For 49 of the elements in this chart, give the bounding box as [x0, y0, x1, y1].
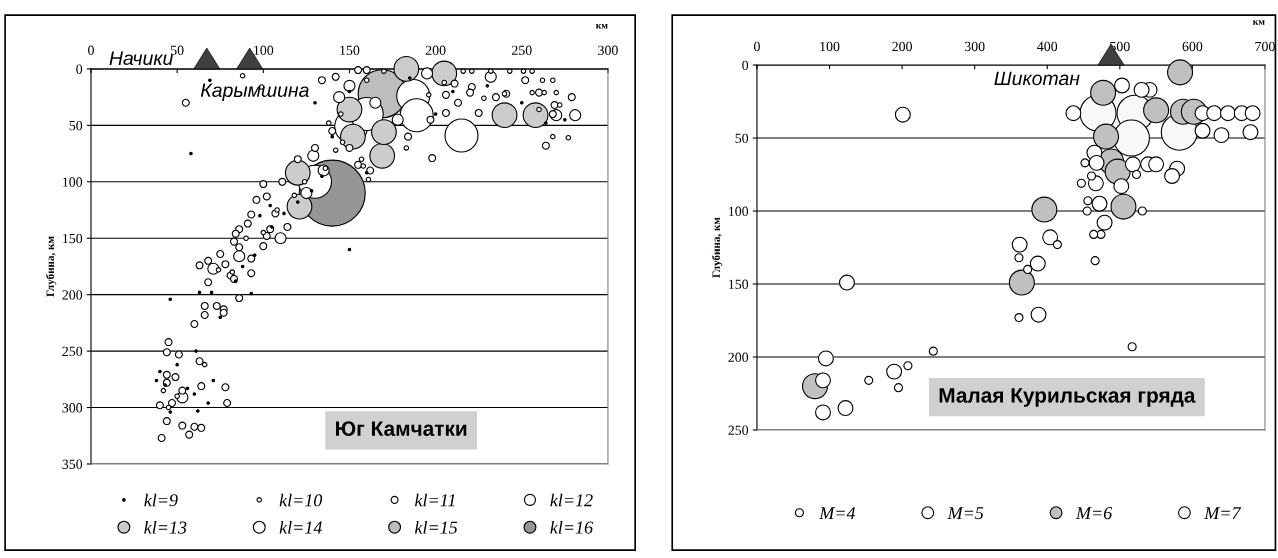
annotation: Шикотан: [994, 71, 1080, 86]
x-tick-label: 0: [754, 41, 760, 52]
x-tick-label: 250: [511, 45, 532, 55]
y-tick-label: 100: [63, 177, 83, 187]
y-tick-label: 300: [62, 403, 83, 413]
x-tick-label: 100: [820, 41, 840, 52]
y-tick-label: 200: [728, 352, 749, 362]
y-tick-label: 0: [742, 60, 749, 71]
legend-label: kl=10: [279, 493, 323, 507]
x-tick-label: 50: [171, 45, 184, 55]
y-tick-label: 200: [62, 290, 83, 300]
legend-label: M=5: [947, 507, 984, 520]
x-tick-label: 150: [340, 45, 360, 55]
y-tick-label: 100: [729, 206, 749, 216]
x-axis-title: км: [1252, 20, 1265, 25]
legend-label: kl=9: [144, 493, 178, 507]
y-tick-label: 250: [62, 346, 83, 357]
x-tick-label: 300: [598, 45, 618, 55]
legend-label: kl=13: [144, 520, 187, 534]
legend-label: kl=14: [279, 520, 322, 534]
x-tick-label: 200: [892, 41, 912, 52]
x-tick-label: 200: [425, 45, 446, 55]
y-tick-label: 0: [76, 64, 83, 74]
y-tick-label: 150: [729, 279, 749, 289]
x-axis-title: км: [595, 24, 608, 29]
x-tick-label: 600: [1182, 41, 1203, 52]
annotation: Малая Курильская гряда: [939, 388, 1196, 407]
legend-label: M=7: [1204, 507, 1242, 520]
x-tick-label: 300: [964, 41, 985, 52]
x-tick-label: 700: [1255, 41, 1275, 52]
y-axis-title: Глубина, км: [711, 217, 723, 278]
legend-label: M=4: [819, 507, 856, 520]
y-tick-label: 150: [63, 233, 83, 244]
legend-label: M=6: [1075, 507, 1113, 520]
y-tick-label: 350: [62, 459, 83, 469]
y-axis-title: Глубина, км: [45, 236, 57, 297]
text: Начики: [109, 51, 173, 66]
annotation: Карымшина: [200, 83, 309, 101]
y-tick-label: 250: [728, 425, 749, 435]
x-tick-label: 0: [88, 45, 94, 55]
legend-label: kl=11: [414, 493, 455, 507]
x-tick-label: 400: [1037, 41, 1058, 52]
legend-label: kl=16: [550, 520, 594, 534]
legend-label: kl=15: [414, 520, 458, 534]
legend-label: kl=12: [550, 493, 593, 507]
y-tick-label: 50: [69, 120, 83, 131]
x-tick-label: 100: [254, 45, 274, 55]
y-tick-label: 50: [735, 133, 749, 143]
annotation: Юг Камчатки: [336, 421, 467, 436]
